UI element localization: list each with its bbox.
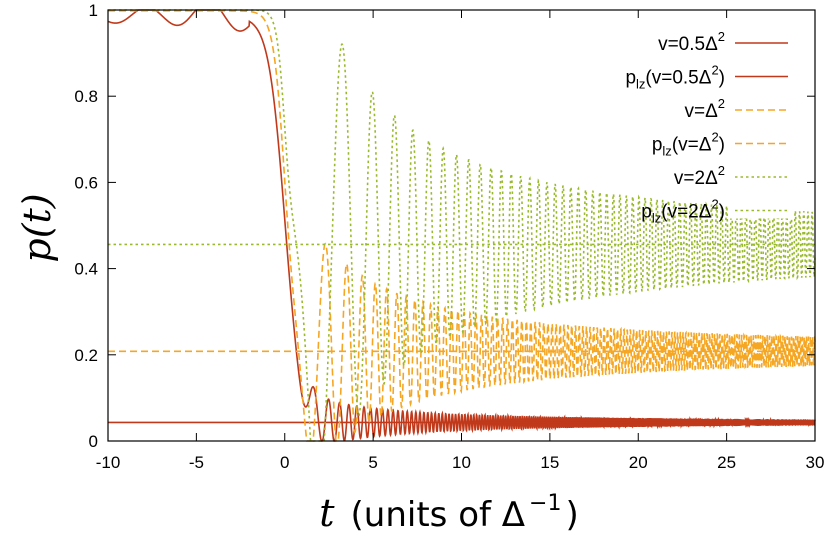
legend: v=0.5Δ2 plz(v=0.5Δ2) v=Δ2 plz(v=Δ2) v=2Δ2 plz… xyxy=(625,29,793,226)
legend-swatch-bg xyxy=(730,202,793,219)
legend-label: plz(v=0.5Δ2) xyxy=(625,63,725,92)
x-tick-label: 10 xyxy=(452,453,471,472)
y-tick-label: 0.8 xyxy=(74,87,98,106)
legend-entry-1: v=0.5Δ2 xyxy=(658,29,793,55)
legend-entry-2: plz(v=0.5Δ2) xyxy=(625,63,793,92)
x-tick-labels: -10 -5 0 5 10 15 20 25 30 xyxy=(96,453,825,472)
y-tick-label: 0.6 xyxy=(74,173,98,192)
legend-swatch-bg xyxy=(730,169,793,185)
legend-label: plz(v=2Δ2) xyxy=(641,197,725,226)
y-tick-label: 0 xyxy=(89,432,98,451)
axis-ticks xyxy=(107,9,816,442)
x-tick-label: 5 xyxy=(368,453,377,472)
x-tick-label: 15 xyxy=(540,453,559,472)
y-tick-label: 1 xyxy=(89,1,98,20)
x-tick-label: 0 xyxy=(280,453,289,472)
series-line-1 xyxy=(107,9,816,442)
x-tick-label: -5 xyxy=(189,453,204,472)
legend-label: v=Δ2 xyxy=(684,96,725,122)
x-tick-label: 20 xyxy=(629,453,648,472)
x-tick-label: 25 xyxy=(717,453,736,472)
y-tick-labels: 0 0.2 0.4 0.6 0.8 1 xyxy=(74,1,98,451)
legend-entry-5: v=2Δ2 xyxy=(674,163,793,189)
legend-label: v=2Δ2 xyxy=(674,163,725,189)
x-axis-label: t (units of Δ −1 ) xyxy=(319,491,578,535)
series-line-3 xyxy=(108,10,816,442)
x-axis-units: (units of Δ xyxy=(351,495,526,535)
y-tick-label: 0.4 xyxy=(74,260,98,279)
legend-entry-6: plz(v=2Δ2) xyxy=(641,197,793,226)
legend-label: v=0.5Δ2 xyxy=(658,29,725,55)
x-tick-label: 30 xyxy=(806,453,825,472)
legend-entry-4: plz(v=Δ2) xyxy=(652,130,793,159)
y-axis-label: p(t) xyxy=(15,193,59,262)
x-axis-units-exponent: −1 xyxy=(529,491,561,516)
x-axis-variable: t xyxy=(319,491,335,535)
x-tick-label: -10 xyxy=(96,453,121,472)
x-axis-units-close: ) xyxy=(565,495,578,535)
legend-label: plz(v=Δ2) xyxy=(652,130,725,159)
y-tick-label: 0.2 xyxy=(74,346,98,365)
legend-entry-3: v=Δ2 xyxy=(684,96,793,122)
